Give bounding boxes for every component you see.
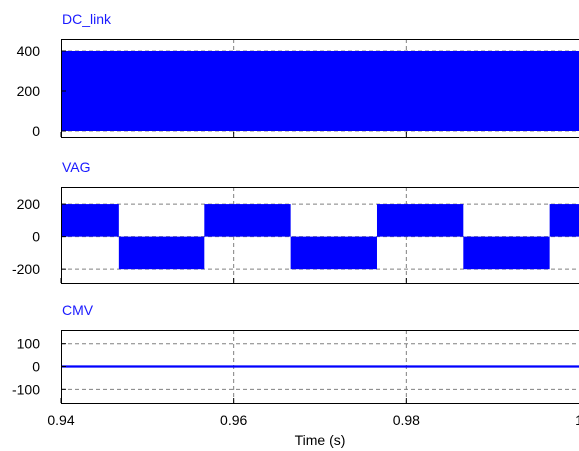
signal-band bbox=[204, 204, 291, 237]
x-tick-label: 0.94 bbox=[47, 412, 74, 428]
y-tick-label: 100 bbox=[17, 336, 41, 352]
signal-band bbox=[463, 236, 550, 270]
x-tick-label: 1 bbox=[575, 412, 579, 428]
y-tick-label: -200 bbox=[12, 261, 40, 277]
signal-band bbox=[61, 51, 579, 131]
panel-vag: VAG -200 0 200 bbox=[12, 159, 579, 284]
y-tick-label: 200 bbox=[17, 83, 41, 99]
signal-band bbox=[61, 204, 119, 237]
y-tick-label: 0 bbox=[32, 123, 40, 139]
panel-dc-link: DC_link 0 200 400 bbox=[17, 11, 579, 139]
signal-band bbox=[549, 204, 579, 237]
y-tick-label: 0 bbox=[32, 229, 40, 245]
signal-band bbox=[376, 204, 464, 237]
x-axis-label: Time (s) bbox=[295, 432, 346, 448]
x-tick-label: 0.98 bbox=[393, 412, 420, 428]
series-vag bbox=[61, 204, 579, 270]
panel-title: CMV bbox=[62, 302, 94, 318]
x-axis: 0.94 0.96 0.98 1 Time (s) bbox=[47, 412, 579, 448]
plot-frame bbox=[61, 187, 579, 284]
panel-title: DC_link bbox=[62, 11, 112, 27]
y-tick-label: 200 bbox=[17, 196, 41, 212]
y-tick-label: 0 bbox=[32, 359, 40, 375]
plot-frame bbox=[61, 39, 579, 138]
panel-cmv: CMV -100 0 100 bbox=[12, 302, 579, 404]
y-tick-label: 400 bbox=[17, 43, 41, 59]
signal-band bbox=[118, 236, 205, 270]
panel-title: VAG bbox=[62, 159, 91, 175]
signal-band bbox=[290, 236, 377, 270]
x-tick-label: 0.96 bbox=[220, 412, 247, 428]
y-tick-label: -100 bbox=[12, 381, 40, 397]
series-dc-link bbox=[61, 51, 579, 131]
